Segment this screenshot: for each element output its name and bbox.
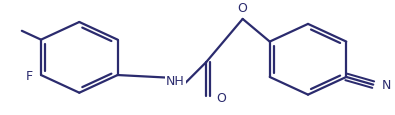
Text: O: O xyxy=(238,2,248,15)
Text: NH: NH xyxy=(166,74,185,87)
Text: N: N xyxy=(382,78,391,91)
Text: F: F xyxy=(26,69,33,82)
Text: O: O xyxy=(216,91,226,104)
